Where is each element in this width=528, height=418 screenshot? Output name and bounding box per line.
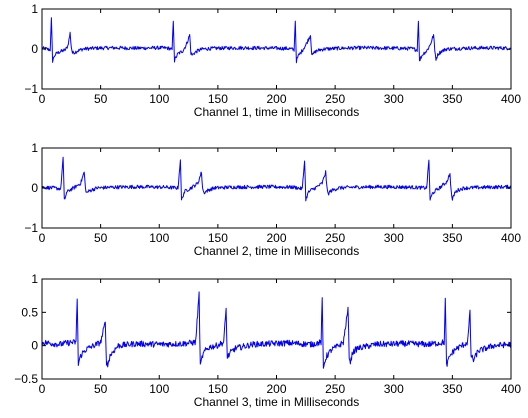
ch1-x-axis-label: Channel 1, time in Milliseconds: [194, 105, 359, 119]
ch2-y-tick-label: −1: [24, 221, 38, 235]
ch1-signal-line: [42, 17, 511, 64]
ch3-y-tick-label: 1: [31, 272, 38, 286]
ch1-x-tick-label: 250: [325, 92, 345, 106]
ch3-y-tick-label: 0: [31, 339, 38, 353]
ch3-y-tick-label: −0.5: [14, 372, 38, 386]
ch3-signal-line: [42, 291, 511, 369]
ch3-x-tick-label: 300: [384, 382, 404, 396]
ch3-y-tick-label: 0.5: [21, 305, 38, 319]
ch3-axes-box: [41, 278, 512, 380]
ch3-x-tick-label: 350: [442, 382, 462, 396]
ch2-signal-line: [42, 156, 511, 202]
ch1-x-tick-label: 100: [149, 92, 169, 106]
ch1-x-tick-label: 300: [384, 92, 404, 106]
ch2-x-axis-label: Channel 2, time in Milliseconds: [194, 244, 359, 258]
ch2-x-tick-label: 150: [208, 231, 228, 245]
ch3-x-tick-label: 200: [266, 382, 286, 396]
ch1-x-tick-label: 50: [94, 92, 108, 106]
ch1-x-tick-label: 0: [39, 92, 46, 106]
ch3-x-tick-label: 100: [149, 382, 169, 396]
ch1-x-tick-label: 150: [208, 92, 228, 106]
ch2-y-tick-label: 1: [31, 141, 38, 155]
ch1-x-tick-label: 400: [501, 92, 521, 106]
ch3-x-axis-label: Channel 3, time in Milliseconds: [194, 395, 359, 409]
ch3-x-tick-label: 0: [39, 382, 46, 396]
ch2-x-tick-label: 0: [39, 231, 46, 245]
ch3-x-tick-label: 150: [208, 382, 228, 396]
ch2-x-tick-label: 300: [384, 231, 404, 245]
ch2-x-tick-label: 400: [501, 231, 521, 245]
channel-3-panel: 0 50 100 150 200 250 300 350 400−0.500.51Channel…: [14, 272, 521, 409]
ch2-x-tick-label: 200: [266, 231, 286, 245]
ch1-y-tick-label: 0: [31, 42, 38, 56]
ch2-x-tick-label: 350: [442, 231, 462, 245]
ch3-x-tick-label: 50: [94, 382, 108, 396]
ch2-x-tick-label: 50: [94, 231, 108, 245]
ch2-x-tick-label: 250: [325, 231, 345, 245]
ch3-x-tick-label: 250: [325, 382, 345, 396]
ch1-x-tick-label: 350: [442, 92, 462, 106]
ch2-x-tick-label: 100: [149, 231, 169, 245]
ch2-y-tick-label: 0: [31, 181, 38, 195]
ch1-y-tick-label: −1: [24, 82, 38, 96]
ch1-x-tick-label: 200: [266, 92, 286, 106]
ch3-x-tick-label: 400: [501, 382, 521, 396]
ch1-y-tick-label: 1: [31, 2, 38, 16]
